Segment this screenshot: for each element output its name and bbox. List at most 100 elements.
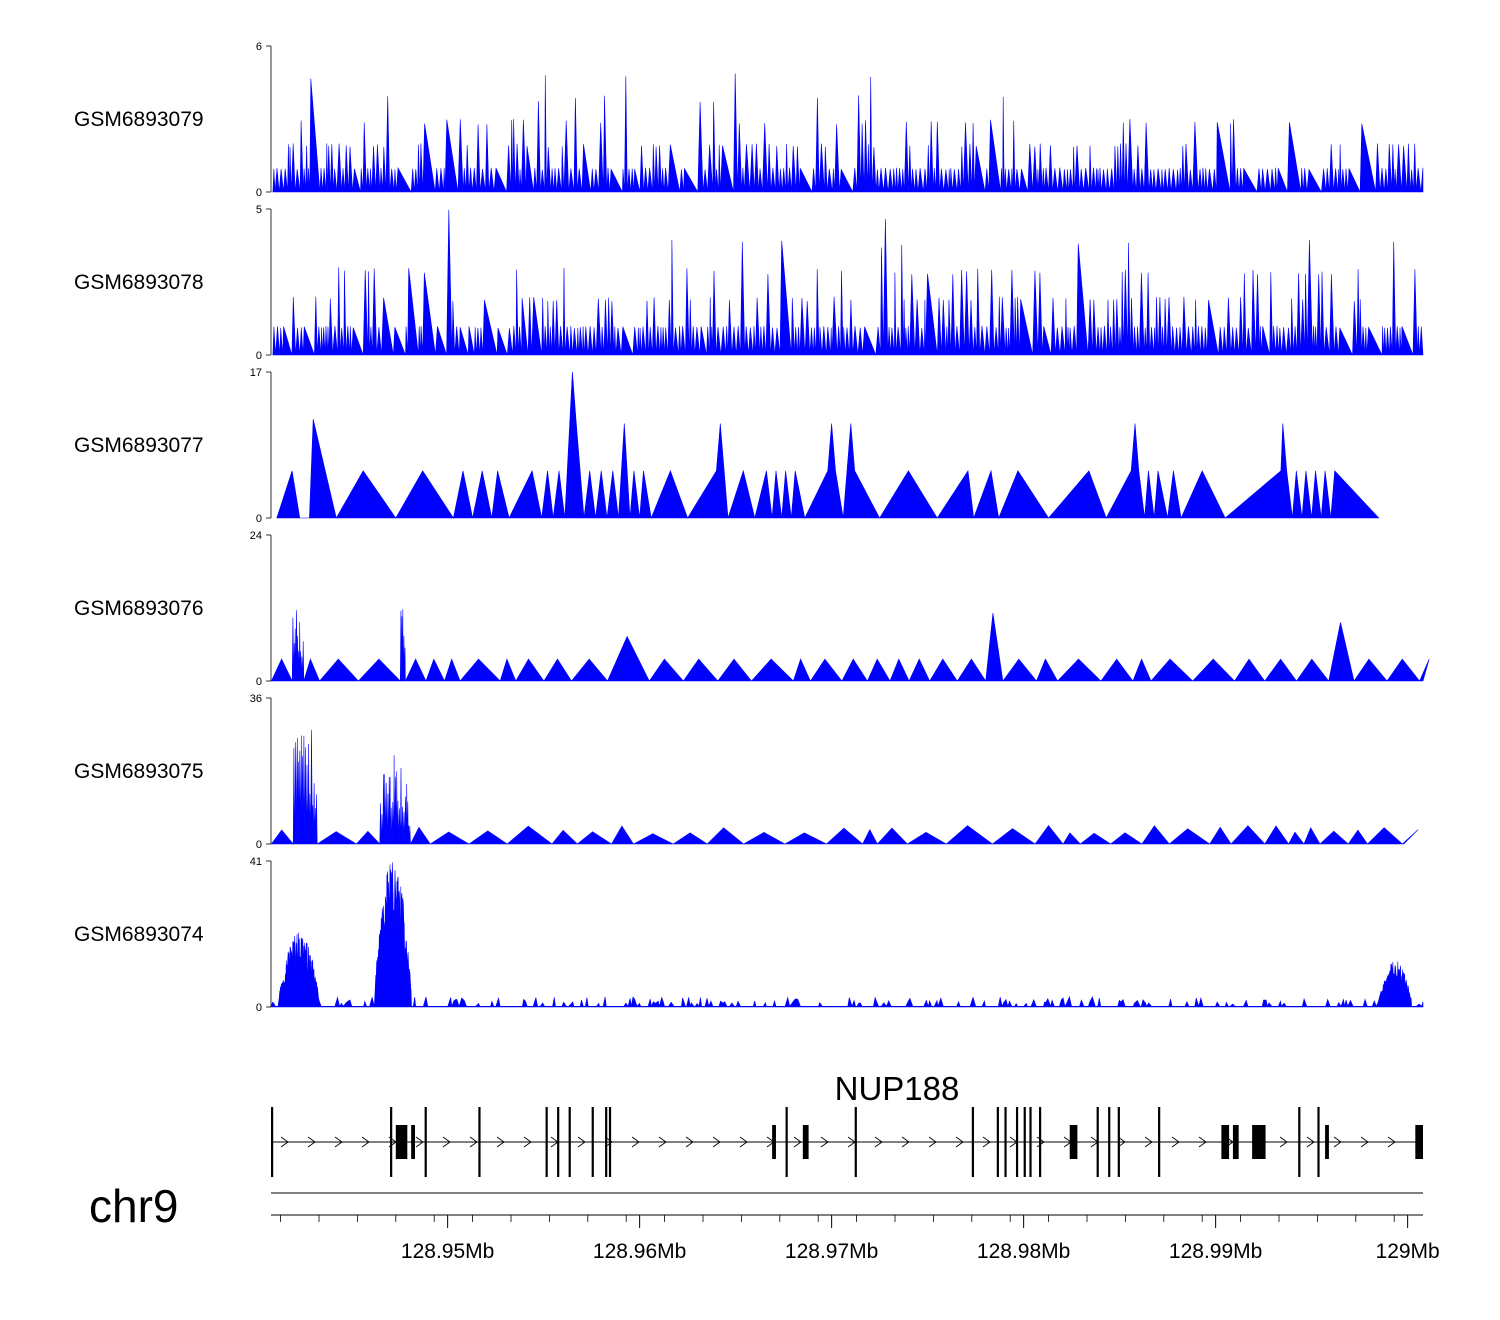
exon xyxy=(395,1125,408,1159)
exon xyxy=(1298,1107,1301,1177)
strand-chevron xyxy=(1333,1136,1342,1148)
strand-chevron xyxy=(1117,1136,1126,1148)
y-max-label: 17 xyxy=(250,367,262,379)
exon xyxy=(1069,1125,1078,1159)
exon xyxy=(390,1107,393,1177)
axis-tick-label: 128.97Mb xyxy=(785,1240,878,1263)
exon xyxy=(971,1107,974,1177)
signal-area xyxy=(272,73,1424,194)
strand-chevron xyxy=(631,1136,640,1148)
track-label: GSM6893079 xyxy=(74,108,204,131)
exon xyxy=(802,1125,809,1159)
y-max-label: 5 xyxy=(256,204,262,216)
y-min-label: 0 xyxy=(256,839,262,851)
track-GSM6893076: GSM6893076 24 0 xyxy=(74,530,1430,688)
exon xyxy=(1221,1125,1230,1159)
strand-chevron xyxy=(739,1136,748,1148)
track-label: GSM6893077 xyxy=(74,434,204,457)
track-GSM6893075: GSM6893075 36 0 xyxy=(74,693,1419,851)
genome-axis: chr9 128.95Mb 128.96Mb 128.97Mb 128.98Mb 128.… xyxy=(89,1180,1440,1263)
exon xyxy=(854,1107,857,1177)
strand-chevron xyxy=(982,1136,991,1148)
signal-area xyxy=(270,729,1419,845)
exon xyxy=(1252,1125,1266,1159)
strand-chevron xyxy=(1171,1136,1180,1148)
exon xyxy=(1023,1107,1026,1177)
y-min-label: 0 xyxy=(256,513,262,525)
signal-area xyxy=(272,209,1424,356)
chromosome-label: chr9 xyxy=(89,1180,178,1232)
strand-chevron xyxy=(1360,1136,1369,1148)
strand-chevron xyxy=(820,1136,829,1148)
strand-chevron xyxy=(307,1136,316,1148)
exon xyxy=(545,1107,548,1177)
strand-chevron xyxy=(955,1136,964,1148)
track-GSM6893079: GSM6893079 6 0 xyxy=(74,41,1424,199)
strand-chevron xyxy=(442,1136,451,1148)
strand-chevron xyxy=(793,1136,802,1148)
exon xyxy=(1415,1125,1423,1159)
exon xyxy=(1117,1107,1120,1177)
strand-chevron xyxy=(523,1136,532,1148)
exon xyxy=(996,1107,999,1177)
signal-area xyxy=(276,371,1380,520)
strand-chevron xyxy=(1387,1136,1396,1148)
y-min-label: 0 xyxy=(256,350,262,362)
exon xyxy=(1004,1107,1007,1177)
exon xyxy=(1325,1125,1329,1159)
exon xyxy=(608,1107,612,1177)
y-max-label: 41 xyxy=(250,856,262,868)
exon xyxy=(478,1107,481,1177)
exon xyxy=(568,1107,571,1177)
strand-chevron xyxy=(658,1136,667,1148)
gene-name-label: NUP188 xyxy=(835,1070,960,1107)
axis-tick-label: 128.95Mb xyxy=(401,1240,494,1263)
signal-area xyxy=(271,862,1424,1008)
strand-chevron xyxy=(604,1136,613,1148)
exon xyxy=(591,1107,594,1177)
exon xyxy=(424,1107,427,1177)
strand-chevron xyxy=(1279,1136,1288,1148)
strand-chevron xyxy=(415,1136,424,1148)
strand-chevron xyxy=(712,1136,721,1148)
strand-chevron xyxy=(1306,1136,1315,1148)
y-min-label: 0 xyxy=(256,1002,262,1014)
exon xyxy=(411,1125,415,1159)
exon xyxy=(1108,1107,1111,1177)
y-min-label: 0 xyxy=(256,676,262,688)
strand-chevron xyxy=(496,1136,505,1148)
axis-tick-label: 128.96Mb xyxy=(593,1240,686,1263)
strand-chevron xyxy=(928,1136,937,1148)
exon xyxy=(605,1107,608,1177)
strand-chevron xyxy=(1144,1136,1153,1148)
signal-area xyxy=(270,609,1430,682)
y-max-label: 6 xyxy=(256,41,262,53)
exon xyxy=(1096,1107,1099,1177)
y-max-label: 36 xyxy=(250,693,262,705)
strand-chevron xyxy=(577,1136,586,1148)
track-GSM6893078: GSM6893078 5 0 xyxy=(74,204,1424,362)
track-label: GSM6893074 xyxy=(74,923,204,946)
track-label: GSM6893078 xyxy=(74,271,204,294)
track-GSM6893074: GSM6893074 41 0 xyxy=(74,856,1424,1014)
strand-chevron xyxy=(901,1136,910,1148)
strand-chevron xyxy=(874,1136,883,1148)
strand-chevron xyxy=(361,1136,370,1148)
exon xyxy=(557,1107,560,1177)
exon xyxy=(1158,1107,1161,1177)
strand-chevron xyxy=(1198,1136,1207,1148)
strand-chevron xyxy=(334,1136,343,1148)
exon xyxy=(1039,1107,1042,1177)
track-label: GSM6893076 xyxy=(74,597,204,620)
strand-chevron xyxy=(280,1136,289,1148)
axis-tick-label: 129Mb xyxy=(1376,1240,1440,1263)
exon xyxy=(271,1107,274,1177)
track-label: GSM6893075 xyxy=(74,760,204,783)
axis-tick-label: 128.99Mb xyxy=(1169,1240,1262,1263)
exon xyxy=(772,1125,776,1159)
strand-chevron xyxy=(469,1136,478,1148)
exon xyxy=(1029,1107,1032,1177)
track-GSM6893077: GSM6893077 17 0 xyxy=(74,367,1380,525)
exon xyxy=(1317,1107,1320,1177)
